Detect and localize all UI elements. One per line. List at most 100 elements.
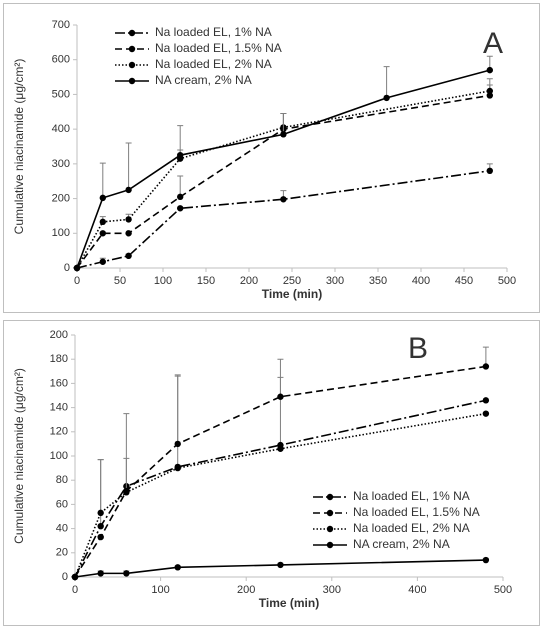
series-line — [74, 412, 487, 578]
panel-a — [3, 3, 540, 313]
x-tick-label: 250 — [283, 275, 301, 287]
y-tick-label: 500 — [52, 88, 70, 100]
legend-marker — [128, 61, 136, 69]
y-tick-label: 100 — [52, 227, 70, 239]
x-tick-label: 150 — [197, 275, 215, 287]
point — [177, 205, 184, 212]
series-line — [74, 559, 486, 578]
point — [97, 533, 104, 541]
error-bar — [277, 358, 284, 397]
x-tick-label: 0 — [72, 584, 78, 596]
error-bar — [383, 66, 390, 98]
point — [280, 196, 287, 203]
point — [125, 230, 132, 237]
legend-label: Na loaded EL, 1.5% NA — [353, 505, 480, 519]
point — [277, 561, 284, 569]
point — [177, 193, 184, 201]
x-tick-label: 300 — [323, 584, 341, 596]
point — [123, 570, 130, 577]
series-line — [76, 170, 490, 269]
point — [73, 264, 81, 272]
point — [486, 66, 493, 74]
point — [125, 186, 132, 194]
x-tick-label: 300 — [326, 275, 344, 287]
error-bar — [99, 162, 106, 198]
point — [277, 445, 284, 452]
point — [486, 87, 493, 95]
legend-marker — [128, 45, 136, 53]
point — [99, 218, 107, 226]
legend-marker — [128, 77, 136, 85]
error-bar — [280, 113, 287, 135]
x-tick-label: 100 — [154, 275, 172, 287]
point — [383, 94, 390, 102]
x-tick-label: 100 — [151, 584, 169, 596]
legend-marker — [326, 509, 334, 517]
y-tick-label: 0 — [62, 571, 68, 583]
error-bar — [174, 374, 181, 444]
y-tick-label: 100 — [50, 450, 68, 462]
panel-label: B — [408, 332, 428, 365]
legend-label: Na loaded EL, 1.5% NA — [155, 41, 282, 55]
legend-label: Na loaded EL, 1% NA — [155, 25, 272, 39]
legend-label: Na loaded EL, 1% NA — [353, 489, 470, 503]
error-bar — [482, 346, 489, 367]
x-tick-label: 350 — [369, 275, 387, 287]
y-tick-label: 300 — [52, 158, 70, 170]
panel-label: A — [483, 27, 503, 60]
point — [277, 393, 284, 400]
series-line — [76, 94, 490, 269]
point — [174, 464, 181, 472]
x-tick-label: 0 — [74, 275, 80, 287]
y-tick-label: 60 — [56, 498, 68, 510]
y-tick-label: 120 — [50, 426, 68, 438]
y-tick-label: 400 — [52, 123, 70, 135]
error-bar — [97, 459, 104, 513]
x-tick-label: 450 — [455, 275, 473, 287]
point — [97, 522, 104, 530]
legend-marker — [326, 541, 334, 549]
x-axis-title: Time (min) — [262, 287, 322, 301]
point — [71, 573, 79, 581]
point — [99, 194, 107, 202]
legend-label: NA cream, 2% NA — [155, 73, 252, 87]
point — [174, 440, 181, 448]
legend-marker — [326, 493, 334, 501]
series-line — [74, 365, 486, 578]
legend-label: NA cream, 2% NA — [353, 537, 450, 551]
panel-b — [3, 320, 540, 626]
point — [486, 92, 493, 99]
point — [482, 397, 490, 404]
x-tick-label: 400 — [412, 275, 430, 287]
y-tick-label: 200 — [52, 192, 70, 204]
legend-label: Na loaded EL, 2% NA — [353, 521, 470, 535]
legend-label: Na loaded EL, 2% NA — [155, 57, 272, 71]
y-tick-label: 20 — [56, 547, 68, 559]
point — [125, 216, 132, 223]
x-axis-title: Time (min) — [259, 596, 319, 610]
x-tick-label: 50 — [114, 275, 126, 287]
y-tick-label: 600 — [52, 54, 70, 66]
x-tick-label: 500 — [498, 275, 516, 287]
x-tick-label: 200 — [237, 584, 255, 596]
y-tick-label: 200 — [50, 329, 68, 341]
point — [486, 167, 493, 174]
point — [123, 489, 130, 496]
point — [99, 258, 107, 265]
point — [174, 564, 181, 571]
series-line — [76, 90, 490, 269]
y-tick-label: 700 — [52, 19, 70, 31]
y-axis-title: Cumulative niacinamide (μg/cm²) — [12, 59, 26, 235]
x-tick-label: 400 — [408, 584, 426, 596]
error-bar — [125, 142, 132, 190]
point — [280, 131, 287, 138]
error-bar — [123, 457, 130, 492]
point — [177, 151, 184, 159]
y-tick-label: 140 — [50, 402, 68, 414]
y-tick-label: 0 — [64, 262, 70, 274]
point — [125, 252, 132, 260]
x-tick-label: 500 — [494, 584, 512, 596]
y-tick-label: 180 — [50, 353, 68, 365]
y-tick-label: 80 — [56, 474, 68, 486]
